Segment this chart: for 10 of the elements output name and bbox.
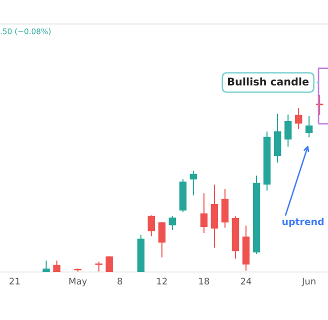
x-tick-label: 21 <box>10 278 20 284</box>
text: Bullish candle <box>228 77 309 86</box>
annotation: uptrend <box>282 218 324 227</box>
x-tick-label: Jun <box>302 278 316 286</box>
x-tick-label: 8 <box>118 278 122 285</box>
x-tick-label: 12 <box>157 278 167 284</box>
x-tick-label: May <box>69 278 87 286</box>
x-tick-label: 24 <box>240 278 252 284</box>
candlestick <box>42 260 50 272</box>
x-tick-label: 18 <box>199 278 210 285</box>
